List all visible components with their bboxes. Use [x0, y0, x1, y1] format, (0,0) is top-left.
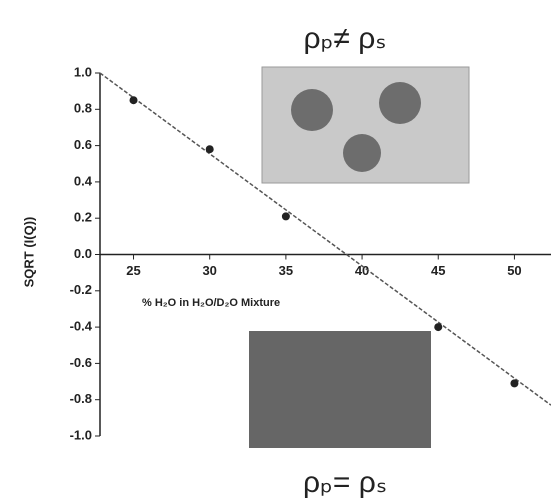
annotation: ρₚ= ρₛ: [303, 466, 387, 499]
data-point: [510, 379, 518, 387]
y-tick-label: 0.4: [74, 173, 93, 188]
y-tick-label: 0.2: [74, 210, 92, 225]
data-point: [434, 323, 442, 331]
particle: [379, 82, 421, 124]
y-tick-label: -0.6: [70, 355, 92, 370]
y-tick-label: 0.6: [74, 137, 92, 152]
data-point: [282, 212, 290, 220]
particle: [343, 134, 381, 172]
inset-separated: [262, 67, 469, 183]
y-tick-label: 1.0: [74, 64, 92, 79]
y-axis-label: SQRT (I(Q)): [21, 217, 36, 288]
inset-matched: [249, 331, 431, 448]
y-tick-label: -1.0: [70, 427, 92, 442]
y-tick-label: -0.4: [70, 319, 93, 334]
x-tick-label: 50: [507, 263, 521, 278]
y-tick-label: 0.0: [74, 246, 92, 261]
x-tick-label: 45: [431, 263, 445, 278]
x-tick-label: 35: [279, 263, 293, 278]
x-tick-label: 25: [126, 263, 140, 278]
annotation: ρₚ≠ ρₛ: [304, 22, 387, 55]
y-tick-label: 0.8: [74, 101, 92, 116]
x-axis-label: % H₂O in H₂O/D₂O Mixture: [142, 297, 280, 309]
particle: [291, 89, 333, 131]
y-tick-label: -0.2: [70, 282, 92, 297]
x-tick-label: 30: [202, 263, 216, 278]
chart: ρₚ≠ ρₛ ρₚ= ρₛ SQRT (I(Q)) % H₂O in H₂O/D…: [0, 0, 551, 504]
data-point: [206, 145, 214, 153]
data-point: [130, 96, 138, 104]
y-tick-label: -0.8: [70, 391, 92, 406]
